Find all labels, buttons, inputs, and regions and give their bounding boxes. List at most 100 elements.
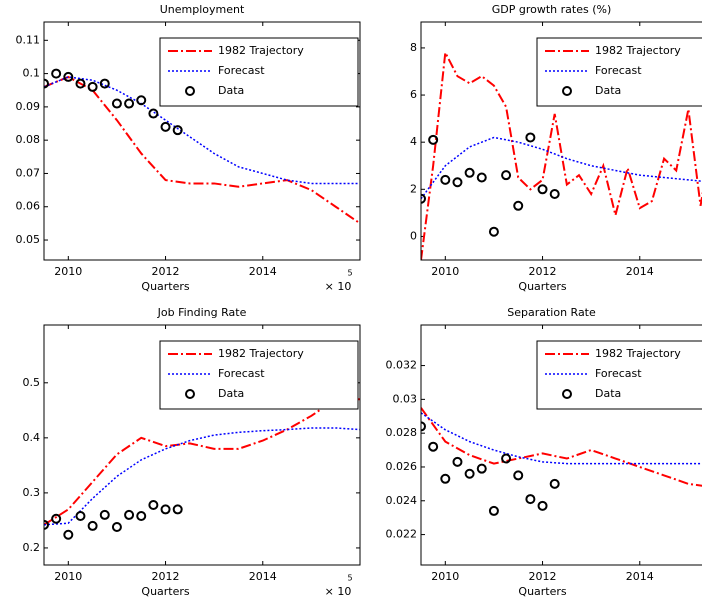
data-point xyxy=(75,78,86,89)
subplot: Separation Rate 0.022 0.024 0.026 0.028 0.03 0… xyxy=(386,306,702,598)
x-tick-label: 2014 xyxy=(626,265,654,278)
chart-title: GDP growth rates (%) xyxy=(492,3,612,16)
x-axis-label: Quarters xyxy=(518,585,566,598)
data-point xyxy=(51,68,62,79)
data-point xyxy=(99,78,110,89)
x-tick-label: 2014 xyxy=(249,265,277,278)
data-point xyxy=(428,134,439,145)
x-exponent: 5 xyxy=(347,269,352,278)
data-point xyxy=(537,184,548,195)
data-point xyxy=(476,463,487,474)
y-tick-label: 0 xyxy=(410,229,417,242)
data-point xyxy=(440,174,451,185)
legend-label: Forecast xyxy=(595,64,642,77)
legend-label: 1982 Trajectory xyxy=(218,347,304,360)
plot-area xyxy=(421,407,702,516)
legend-label: Data xyxy=(595,84,621,97)
data-point xyxy=(452,456,463,467)
series-line xyxy=(421,136,702,200)
x-tick-label: 2012 xyxy=(529,570,557,583)
x-tick-label: 2014 xyxy=(626,570,654,583)
y-tick-label: 0.5 xyxy=(23,376,41,389)
data-point xyxy=(488,505,499,516)
data-point xyxy=(111,98,122,109)
data-point xyxy=(549,478,560,489)
axes-frame xyxy=(420,21,702,261)
data-point xyxy=(421,421,426,432)
data-point xyxy=(63,529,74,540)
y-tick-label: 0.03 xyxy=(393,392,418,405)
plot-area xyxy=(44,398,360,540)
data-point xyxy=(476,172,487,183)
legend-label: Forecast xyxy=(218,64,265,77)
x-tick-label: 2010 xyxy=(431,570,459,583)
y-tick-label: 6 xyxy=(410,88,417,101)
y-tick-label: 0.026 xyxy=(386,460,418,473)
legend-label: 1982 Trajectory xyxy=(595,44,681,57)
series-line xyxy=(44,398,360,526)
plot-area xyxy=(44,68,360,225)
data-point xyxy=(99,509,110,520)
series-line xyxy=(421,49,702,260)
axes-frame xyxy=(420,324,702,566)
x-exponent-label: × 10 xyxy=(325,280,352,293)
x-tick-label: 2010 xyxy=(54,265,82,278)
y-tick-label: 0.1 xyxy=(23,67,41,80)
chart-title: Unemployment xyxy=(160,3,245,16)
legend-label: Forecast xyxy=(218,367,265,380)
data-point xyxy=(124,509,135,520)
legend-label: 1982 Trajectory xyxy=(218,44,304,57)
y-tick-label: 0.4 xyxy=(23,431,41,444)
data-point xyxy=(44,78,49,89)
legend-marker xyxy=(185,86,195,96)
x-tick-label: 2010 xyxy=(431,265,459,278)
data-point xyxy=(525,494,536,505)
data-point xyxy=(452,177,463,188)
y-tick-label: 0.09 xyxy=(16,100,41,113)
y-tick-label: 0.06 xyxy=(16,200,41,213)
axes-frame xyxy=(43,21,361,261)
data-point xyxy=(148,108,159,119)
series-line xyxy=(421,407,702,487)
data-point xyxy=(51,513,62,524)
x-axis-label: Quarters xyxy=(518,280,566,293)
series-line xyxy=(44,75,360,225)
data-point xyxy=(513,470,524,481)
legend-label: 1982 Trajectory xyxy=(595,347,681,360)
data-point xyxy=(160,121,171,132)
x-exponent: 5 xyxy=(347,574,352,583)
data-point xyxy=(501,453,512,464)
data-point xyxy=(172,125,183,136)
legend-marker xyxy=(185,389,195,399)
legend: 1982 Trajectory Forecast Data xyxy=(159,37,359,107)
subplot: Unemployment 0.05 0.06 0.07 0.08 0.09 0.1 0.11 2… xyxy=(16,3,361,293)
plot-area xyxy=(421,49,702,260)
data-point xyxy=(124,98,135,109)
data-point xyxy=(464,468,475,479)
x-axis-label: Quarters xyxy=(141,585,189,598)
y-tick-label: 0.07 xyxy=(16,166,41,179)
data-point xyxy=(464,167,475,178)
legend: 1982 Trajectory Forecast Data xyxy=(159,340,359,410)
legend-label: Data xyxy=(218,387,244,400)
legend-marker xyxy=(562,86,572,96)
x-tick-label: 2012 xyxy=(529,265,557,278)
y-tick-label: 0.05 xyxy=(16,233,41,246)
axes-frame xyxy=(43,324,361,566)
y-tick-label: 0.028 xyxy=(386,426,418,439)
y-tick-label: 0.2 xyxy=(23,541,41,554)
data-point xyxy=(136,95,147,106)
legend-label: Data xyxy=(595,387,621,400)
series-line xyxy=(421,412,702,465)
subplot: GDP growth rates (%) 0 2 4 6 8 2010 2012 2014 Qua… xyxy=(410,3,702,293)
y-tick-label: 0.08 xyxy=(16,133,41,146)
data-point xyxy=(148,500,159,510)
data-point xyxy=(63,71,74,82)
legend-marker xyxy=(562,389,572,399)
y-tick-label: 0.032 xyxy=(386,359,418,372)
y-tick-label: 0.3 xyxy=(23,486,41,499)
data-point xyxy=(136,511,147,522)
data-point xyxy=(525,132,536,143)
